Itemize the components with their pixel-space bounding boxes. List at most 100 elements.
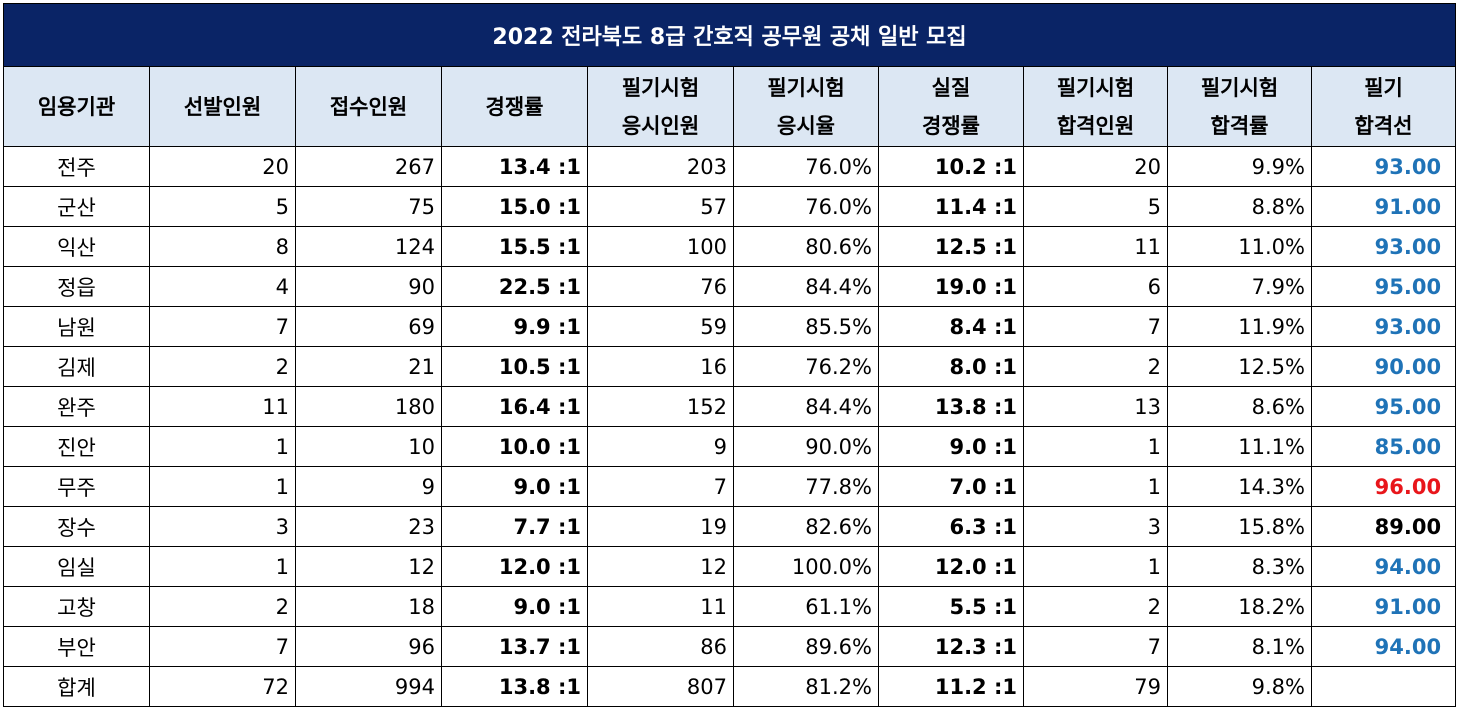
- cell-exam-rate: 84.4%: [733, 386, 879, 427]
- cell-exam-rate: 80.6%: [733, 226, 879, 267]
- table-row: 군산 5 75 15.0 :1 57 76.0% 11.4 :1 5 8.8% 91.00: [3, 186, 1457, 227]
- table-row: 무주 1 9 9.0 :1 7 77.8% 7.0 :1 1 14.3% 96.00: [3, 466, 1457, 507]
- cell-competition: 12.0 :1: [441, 546, 588, 587]
- cell-real-competition: 11.4 :1: [878, 186, 1024, 227]
- header-line-1: 경쟁률: [485, 94, 544, 119]
- table-row: 정읍 4 90 22.5 :1 76 84.4% 19.0 :1 6 7.9% 95.00: [3, 266, 1457, 307]
- cell-cutoff: 91.00: [1310, 586, 1457, 627]
- header-line-2: 경쟁률: [922, 113, 980, 138]
- header-line-2: 합격률: [1210, 113, 1269, 138]
- cell-org: 정읍: [3, 266, 150, 307]
- recruitment-table: 2022 전라북도 8급 간호직 공무원 공채 일반 모집 임용기관 선발인원 접수…: [2, 3, 1457, 707]
- header-line-1: 필기: [1364, 75, 1403, 100]
- cell-selected: 20: [149, 146, 296, 187]
- cell-org: 남원: [3, 306, 150, 347]
- cell-real-competition: 12.3 :1: [878, 626, 1024, 667]
- cell-org: 임실: [3, 546, 150, 587]
- cell-passed: 7: [1023, 626, 1168, 667]
- cell-competition: 15.0 :1: [441, 186, 588, 227]
- cell-exam-takers: 203: [587, 146, 734, 187]
- cell-selected: 2: [149, 586, 296, 627]
- cell-competition: 9.0 :1: [441, 586, 588, 627]
- cell-exam-takers: 7: [587, 466, 734, 507]
- cell-applicants: 180: [295, 386, 442, 427]
- cell-exam-rate: 61.1%: [733, 586, 879, 627]
- table-row: 진안 1 10 10.0 :1 9 90.0% 9.0 :1 1 11.1% 85.00: [3, 426, 1457, 467]
- cell-competition: 22.5 :1: [441, 266, 588, 307]
- cell-org: 합계: [3, 666, 150, 707]
- cell-org: 군산: [3, 186, 150, 227]
- cell-org: 부안: [3, 626, 150, 667]
- cell-selected: 3: [149, 506, 296, 547]
- cell-cutoff: 95.00: [1310, 266, 1457, 307]
- table-row: 익산 8 124 15.5 :1 100 80.6% 12.5 :1 11 11.0% 93.00: [3, 226, 1457, 267]
- cell-exam-rate: 81.2%: [733, 666, 879, 707]
- cell-exam-rate: 76.0%: [733, 146, 879, 187]
- header-line-1: 필기시험: [1200, 75, 1279, 100]
- cell-real-competition: 8.4 :1: [878, 306, 1024, 347]
- cell-exam-takers: 152: [587, 386, 734, 427]
- header-line-2: 응시율: [777, 113, 835, 138]
- cell-pass-rate: 7.9%: [1167, 266, 1312, 307]
- cell-passed: 1: [1023, 426, 1168, 467]
- header-line-1: 실질: [931, 75, 971, 100]
- cell-real-competition: 19.0 :1: [878, 266, 1024, 307]
- table-row: 장수 3 23 7.7 :1 19 82.6% 6.3 :1 3 15.8% 89.00: [3, 506, 1457, 547]
- cell-real-competition: 8.0 :1: [878, 346, 1024, 387]
- header-line-1: 필기시험: [767, 75, 845, 100]
- cell-exam-rate: 90.0%: [733, 426, 879, 467]
- table-title: 2022 전라북도 8급 간호직 공무원 공채 일반 모집: [2, 3, 1457, 67]
- cell-selected: 72: [149, 666, 296, 707]
- cell-cutoff: 93.00: [1310, 226, 1457, 267]
- cell-exam-takers: 86: [587, 626, 734, 667]
- cell-exam-takers: 76: [587, 266, 734, 307]
- cell-org: 완주: [3, 386, 150, 427]
- cell-cutoff: 93.00: [1310, 146, 1457, 187]
- cell-exam-takers: 11: [587, 586, 734, 627]
- cell-competition: 9.9 :1: [441, 306, 588, 347]
- cell-pass-rate: 12.5%: [1167, 346, 1312, 387]
- cell-passed: 2: [1023, 586, 1168, 627]
- cell-exam-rate: 77.8%: [733, 466, 879, 507]
- cell-competition: 13.7 :1: [441, 626, 588, 667]
- table-row: 고창 2 18 9.0 :1 11 61.1% 5.5 :1 2 18.2% 91.00: [3, 586, 1457, 627]
- cell-pass-rate: 8.8%: [1167, 186, 1312, 227]
- cell-passed: 20: [1023, 146, 1168, 187]
- cell-selected: 1: [149, 426, 296, 467]
- header-selected: 선발인원: [149, 66, 296, 147]
- cell-pass-rate: 11.1%: [1167, 426, 1312, 467]
- cell-applicants: 21: [295, 346, 442, 387]
- cell-competition: 7.7 :1: [441, 506, 588, 547]
- cell-selected: 1: [149, 466, 296, 507]
- table-row: 완주 11 180 16.4 :1 152 84.4% 13.8 :1 13 8.6% 95.00: [3, 386, 1457, 427]
- cell-org: 무주: [3, 466, 150, 507]
- cell-org: 고창: [3, 586, 150, 627]
- cell-applicants: 75: [295, 186, 442, 227]
- cell-exam-takers: 12: [587, 546, 734, 587]
- table-row: 전주 20 267 13.4 :1 203 76.0% 10.2 :1 20 9.9% 93.00: [3, 146, 1457, 187]
- cell-org: 장수: [3, 506, 150, 547]
- cell-competition: 10.0 :1: [441, 426, 588, 467]
- cell-real-competition: 10.2 :1: [878, 146, 1024, 187]
- cell-exam-rate: 82.6%: [733, 506, 879, 547]
- header-row: 임용기관 선발인원 접수인원 경쟁률 필기시험 응시인원 필기시험 응시율 실질 경쟁률 필기시험 합…: [3, 66, 1457, 147]
- cell-selected: 7: [149, 626, 296, 667]
- cell-pass-rate: 8.1%: [1167, 626, 1312, 667]
- cell-pass-rate: 9.8%: [1167, 666, 1312, 707]
- cell-exam-takers: 807: [587, 666, 734, 707]
- cell-real-competition: 11.2 :1: [878, 666, 1024, 707]
- header-line-1: 임용기관: [37, 94, 116, 119]
- cell-pass-rate: 14.3%: [1167, 466, 1312, 507]
- cell-selected: 4: [149, 266, 296, 307]
- header-line-1: 접수인원: [329, 94, 408, 119]
- cell-applicants: 69: [295, 306, 442, 347]
- header-exam-takers: 필기시험 응시인원: [587, 66, 734, 147]
- cell-pass-rate: 8.3%: [1167, 546, 1312, 587]
- cell-cutoff: [1310, 666, 1457, 707]
- cell-pass-rate: 11.0%: [1167, 226, 1312, 267]
- cell-cutoff: 89.00: [1310, 506, 1457, 547]
- cell-exam-takers: 9: [587, 426, 734, 467]
- cell-applicants: 124: [295, 226, 442, 267]
